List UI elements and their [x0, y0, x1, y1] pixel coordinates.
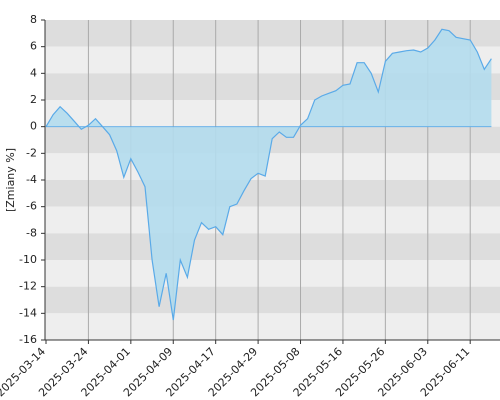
band [45, 233, 500, 260]
y-tick-label: 2 [30, 93, 37, 106]
y-tick-label: 4 [30, 66, 37, 79]
y-tick-label: 8 [30, 13, 37, 26]
area [46, 29, 492, 321]
y-tick-label: -8 [26, 226, 37, 239]
y-tick-label: -2 [26, 146, 37, 159]
y-tick-label: 6 [30, 40, 37, 53]
y-tick-label: -10 [19, 253, 37, 266]
band [45, 20, 500, 47]
y-axis-label: [Zmiany %] [4, 148, 17, 212]
band [45, 180, 500, 207]
y-tick-label: -4 [26, 173, 37, 186]
band [45, 206, 500, 234]
y-tick-label: -6 [26, 200, 37, 213]
band [45, 153, 500, 180]
band [45, 260, 500, 287]
line [45, 28, 492, 321]
y-tick-label: -14 [19, 306, 37, 319]
band [45, 313, 500, 340]
y-tick-label: -12 [19, 280, 37, 293]
y-tick-label: -16 [19, 333, 37, 346]
y-tick-label: 0 [30, 120, 37, 133]
band [45, 286, 500, 314]
